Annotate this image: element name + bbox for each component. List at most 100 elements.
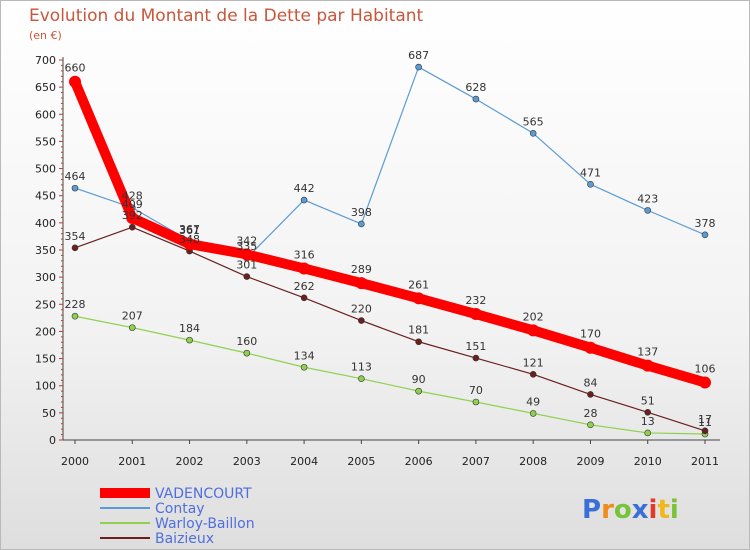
y-tick-label: 250: [35, 298, 56, 311]
data-point: [529, 371, 537, 378]
data-label: 361: [179, 224, 200, 237]
data-point: [71, 312, 79, 320]
data-label: 464: [65, 170, 86, 183]
data-label: 220: [351, 303, 372, 316]
data-point: [412, 292, 425, 305]
chart-axes: 0 50 100 150 200 250 300 350 400 450 500 550 600 650 7…: [35, 54, 720, 468]
data-point: [355, 277, 368, 290]
x-tick-label: 2001: [118, 455, 146, 468]
x-tick-label: 2002: [176, 455, 204, 468]
x-tick-label: 2009: [576, 455, 604, 468]
y-tick-label: 500: [35, 163, 56, 176]
data-label: 90: [412, 373, 426, 386]
data-point: [358, 317, 365, 324]
chart-lines: [69, 63, 711, 438]
data-point: [644, 207, 652, 214]
data-label: 289: [351, 263, 372, 276]
x-tick-label: 2003: [233, 455, 261, 468]
data-label: 354: [65, 230, 86, 243]
data-point: [126, 211, 139, 224]
x-tick-label: 2004: [290, 455, 318, 468]
data-label: 335: [236, 240, 257, 253]
y-tick-label: 100: [35, 380, 56, 393]
data-point: [240, 248, 253, 261]
chart-subtitle: (en €): [29, 29, 62, 42]
data-label: 228: [65, 298, 86, 311]
y-tick-label: 550: [35, 135, 56, 148]
data-point: [358, 220, 365, 228]
data-label: 660: [65, 62, 86, 75]
data-label: 262: [294, 280, 315, 293]
data-point: [300, 363, 308, 371]
data-point: [300, 294, 308, 302]
y-tick-label: 650: [35, 81, 56, 94]
data-point: [587, 391, 594, 398]
data-point: [298, 262, 311, 275]
data-label: 409: [122, 198, 143, 211]
data-label: 423: [637, 192, 658, 205]
data-label: 137: [637, 346, 658, 359]
series-line-warloy-baillon: [74, 315, 706, 435]
x-tick-label: 2000: [61, 455, 89, 468]
data-point: [243, 349, 251, 357]
data-label: 471: [580, 166, 601, 179]
data-label: 392: [122, 209, 143, 222]
y-tick-label: 150: [35, 353, 56, 366]
data-label: 628: [465, 81, 486, 94]
data-label: 342: [236, 234, 257, 247]
data-point: [183, 238, 196, 251]
data-point: [701, 427, 709, 435]
data-point: [699, 376, 711, 389]
y-tick-label: 350: [35, 244, 56, 257]
legend-label: Warloy-Baillon: [155, 516, 255, 532]
data-label: 181: [408, 324, 429, 337]
series-line-vadencourt: [70, 76, 710, 388]
data-point: [472, 95, 480, 103]
data-point: [469, 308, 482, 321]
data-point: [128, 223, 136, 231]
data-label: 442: [294, 182, 315, 195]
data-label: 301: [236, 259, 257, 272]
data-label: 13: [641, 415, 655, 428]
y-tick-label: 0: [49, 434, 56, 447]
proxiti-logo: Proxiti: [582, 495, 679, 525]
data-label: 17: [698, 413, 712, 426]
data-label: 232: [465, 294, 486, 307]
data-point: [69, 75, 81, 88]
data-point: [415, 338, 422, 346]
data-point: [300, 196, 308, 204]
legend-label: Contay: [155, 501, 205, 517]
data-label: 207: [122, 310, 143, 323]
y-tick-label: 600: [35, 108, 56, 121]
data-label: 367: [179, 223, 200, 236]
data-point: [644, 409, 652, 416]
x-tick-label: 2008: [519, 455, 547, 468]
data-label: 134: [294, 349, 315, 362]
data-point: [529, 129, 537, 137]
legend-label: VADENCOURT: [155, 486, 252, 502]
legend-label: Baizieux: [155, 531, 214, 547]
data-label: 11: [698, 416, 712, 429]
data-label: 398: [351, 206, 372, 219]
data-point: [71, 244, 79, 252]
data-label: 170: [580, 328, 601, 341]
x-tick-label: 2005: [347, 455, 375, 468]
data-point: [128, 324, 136, 331]
y-tick-label: 50: [42, 407, 56, 420]
data-label: 687: [408, 49, 429, 62]
data-label: 28: [583, 407, 597, 420]
data-point: [358, 375, 365, 382]
data-point: [415, 387, 422, 395]
y-tick-label: 300: [35, 271, 56, 284]
data-label: 184: [179, 322, 200, 335]
data-label: 51: [641, 394, 655, 407]
data-point: [472, 354, 480, 362]
data-label: 121: [523, 356, 544, 369]
data-label: 84: [583, 376, 597, 389]
data-labels: 464 428 367 335 442 398 687 628 565 471 423 378 228 2…: [65, 49, 716, 429]
data-label: 316: [294, 248, 315, 261]
data-label: 428: [122, 190, 143, 203]
